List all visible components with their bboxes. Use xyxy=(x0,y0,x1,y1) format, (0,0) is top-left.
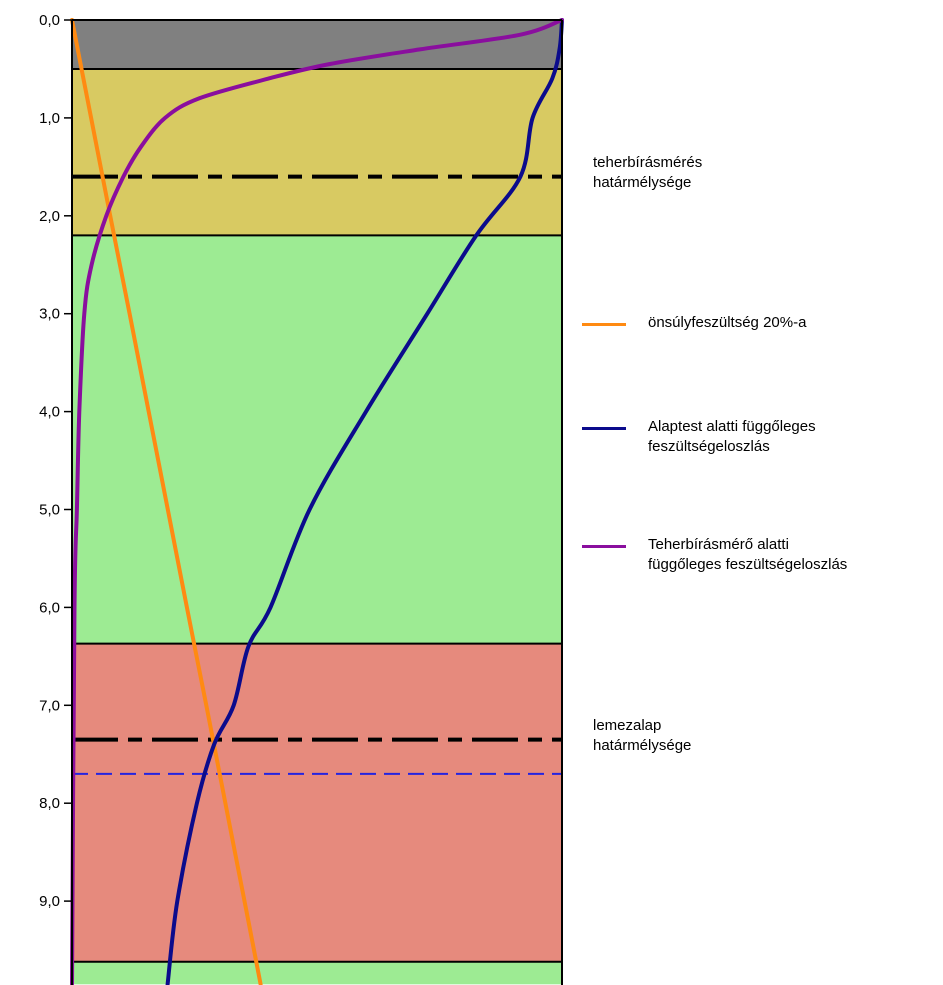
y-tick-label: 6,0 xyxy=(39,599,60,616)
legend-plate-load-label: Teherbírásmérő alatti függőleges feszülts… xyxy=(648,535,847,575)
reference-line-label-line: határmélysége xyxy=(593,736,692,754)
legend-self-weight-label: önsúlyfeszültség 20%-a xyxy=(648,313,806,333)
plate-load-stress-curve xyxy=(70,18,564,985)
reference-line-label-1: lemezalap határmélysége xyxy=(593,716,691,756)
reference-line-label-line: teherbírásmérés xyxy=(593,153,703,171)
soil-layer-2 xyxy=(72,235,562,644)
legend-label-line: Teherbírásmérő alatti xyxy=(648,536,789,553)
y-tick-label: 4,0 xyxy=(39,404,60,421)
y-tick-label: 7,0 xyxy=(39,697,60,714)
self-weight-stress-curve xyxy=(70,18,263,985)
legend-foundation-swatch xyxy=(582,427,626,430)
foundation-stress-curve xyxy=(165,18,564,985)
y-tick-label: 5,0 xyxy=(39,502,60,519)
soil-layer-0 xyxy=(72,20,562,69)
y-tick-label: 0,0 xyxy=(39,12,60,29)
soil-layer-3 xyxy=(72,643,562,962)
stress-curves xyxy=(70,18,564,985)
reference-line-label-line: határmélysége xyxy=(593,173,692,191)
plot-frame xyxy=(71,19,563,985)
soil-layer-4 xyxy=(72,961,562,985)
legend-self-weight-swatch xyxy=(582,323,626,326)
legend-foundation-label: Alaptest alatti függőleges feszültségelos… xyxy=(648,417,816,457)
reference-line-label-line: lemezalap xyxy=(593,716,662,734)
reference-lines xyxy=(72,174,562,775)
legend-label-line: feszültségeloszlás xyxy=(648,438,770,455)
y-tick-label: 8,0 xyxy=(39,795,60,812)
legend-label-line: Alaptest alatti függőleges xyxy=(648,418,816,435)
reference-line-label-0: teherbírásmérés határmélysége xyxy=(593,153,702,193)
y-tick-label: 2,0 xyxy=(39,208,60,225)
legend-label-line: önsúlyfeszültség 20%-a xyxy=(648,314,807,331)
y-tick-label: 1,0 xyxy=(39,110,60,127)
legend-plate-load-swatch xyxy=(582,545,626,548)
depth-axis: 0,0 1,0 2,0 3,0 4,0 5,0 6,0 7,0 8,0 9,0 xyxy=(39,12,72,910)
legend-label-line: függőleges feszültségeloszlás xyxy=(648,556,848,573)
y-tick-label: 3,0 xyxy=(39,306,60,323)
y-tick-label: 9,0 xyxy=(39,893,60,910)
soil-layer-1 xyxy=(72,68,562,236)
soil-layers xyxy=(72,20,562,985)
